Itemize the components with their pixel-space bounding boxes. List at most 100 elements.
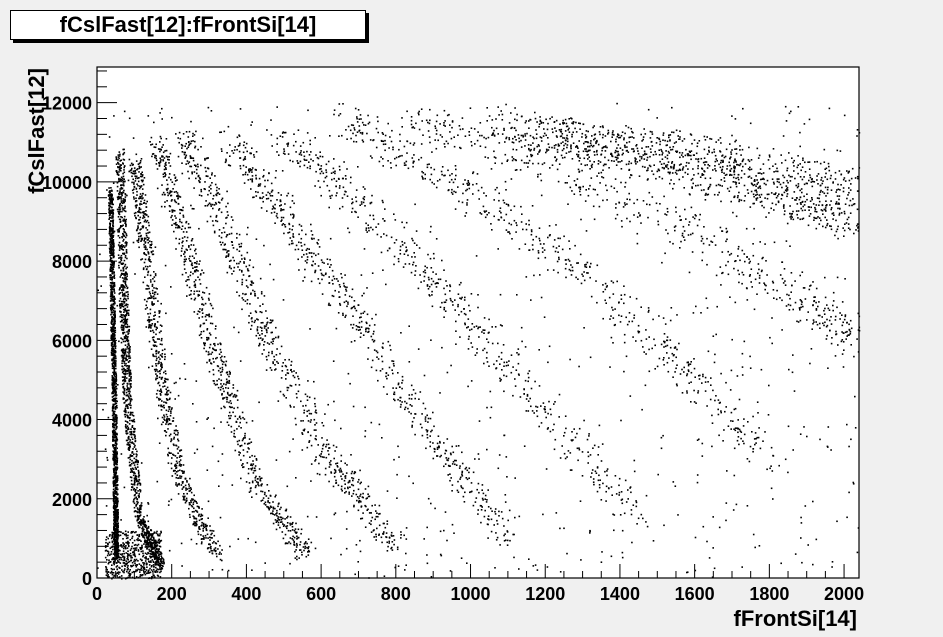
data-point (175, 221, 177, 224)
data-point (114, 455, 116, 457)
data-point (345, 472, 348, 474)
data-point (122, 198, 125, 200)
data-point (200, 525, 203, 527)
data-point (297, 536, 300, 539)
data-point (308, 550, 311, 553)
data-point (178, 464, 181, 467)
data-point (280, 506, 282, 509)
data-point (219, 558, 222, 561)
data-point (330, 463, 332, 466)
data-point (116, 518, 119, 520)
data-point (129, 471, 132, 473)
data-point (143, 522, 146, 524)
data-point (112, 433, 115, 435)
data-point (119, 193, 121, 196)
data-point (266, 505, 268, 508)
data-point (223, 405, 225, 408)
data-point (163, 193, 166, 196)
data-point (378, 513, 380, 515)
data-point (122, 376, 125, 378)
data-point (342, 282, 345, 285)
data-point (200, 190, 203, 193)
data-point (272, 501, 274, 503)
data-point (158, 310, 160, 312)
data-point (160, 355, 163, 357)
data-point (169, 397, 171, 400)
data-point (286, 372, 289, 374)
data-point (114, 381, 116, 383)
data-point (188, 141, 190, 143)
data-point (139, 482, 142, 485)
data-point (113, 523, 116, 526)
data-point (113, 383, 115, 386)
data-point (124, 340, 127, 343)
data-point (114, 405, 117, 408)
data-point (277, 524, 280, 526)
data-point (111, 331, 113, 333)
data-point (187, 136, 190, 138)
data-point (128, 350, 131, 352)
data-point (194, 266, 196, 268)
data-point (115, 400, 117, 402)
data-point (170, 200, 173, 202)
data-point (162, 144, 164, 146)
data-point (140, 200, 142, 203)
data-point (111, 338, 113, 341)
data-point (247, 447, 250, 449)
data-point (157, 562, 160, 564)
data-point (137, 226, 139, 229)
data-point (190, 290, 192, 292)
data-point (120, 178, 122, 181)
data-point (127, 332, 130, 334)
data-point (212, 530, 215, 532)
data-point (165, 155, 168, 158)
data-point (242, 416, 244, 419)
data-point (223, 390, 225, 393)
data-point (195, 168, 198, 171)
data-point (108, 197, 111, 199)
data-point (229, 394, 231, 397)
data-point (389, 349, 392, 351)
data-point (142, 523, 144, 526)
data-point (244, 293, 246, 296)
data-point (209, 525, 211, 527)
data-point (115, 491, 118, 493)
data-point (122, 148, 124, 151)
data-point (114, 555, 116, 557)
data-point (160, 330, 162, 332)
data-point (110, 267, 113, 269)
data-point (114, 322, 116, 325)
data-point (146, 248, 148, 251)
data-point (128, 347, 131, 349)
data-point (115, 520, 117, 522)
data-point (112, 456, 115, 458)
data-point (177, 452, 179, 454)
data-point (244, 437, 246, 439)
data-point (203, 343, 206, 346)
data-point (111, 290, 113, 293)
data-point (140, 185, 143, 187)
data-point (109, 278, 112, 281)
data-point (124, 407, 127, 410)
data-point (213, 204, 216, 206)
data-point (345, 490, 347, 493)
data-point (178, 482, 180, 485)
data-point (374, 504, 376, 506)
data-point (127, 293, 129, 296)
data-point (118, 166, 121, 168)
data-point (116, 520, 119, 522)
data-point (191, 498, 193, 500)
data-point (273, 337, 275, 340)
data-point (189, 516, 191, 518)
data-point (183, 153, 186, 156)
data-point (204, 181, 206, 183)
data-point (115, 395, 117, 397)
data-point (226, 421, 229, 424)
data-point (123, 387, 126, 390)
data-point (176, 485, 178, 487)
data-point (272, 361, 274, 363)
data-point (241, 283, 243, 286)
data-point (231, 392, 233, 395)
data-point (120, 193, 123, 195)
data-point (188, 286, 191, 289)
